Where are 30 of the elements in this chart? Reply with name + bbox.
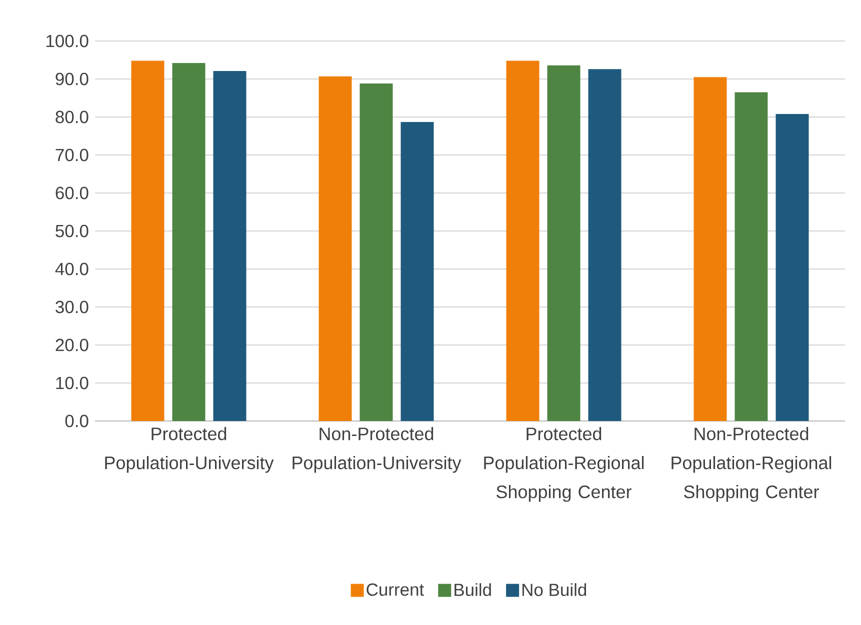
bar: [360, 84, 393, 422]
x-tick-label: Protected Population-University: [105, 427, 274, 473]
y-tick-label: 0.0: [65, 414, 88, 428]
y-tick-label: 50.0: [56, 224, 88, 238]
legend-label: Build: [454, 583, 491, 596]
y-tick-label: 30.0: [56, 300, 88, 314]
y-tick-label: 80.0: [56, 110, 88, 124]
bar: [506, 60, 540, 422]
bar: [588, 69, 622, 422]
x-tick-label: Non-Protected Population-Regional Shopping Center: [672, 427, 832, 502]
bar: [734, 92, 768, 422]
bar: [213, 71, 246, 422]
bar: [776, 114, 809, 422]
bar: [547, 65, 580, 422]
x-tick-label: Protected Population-Regional Shopping Center: [484, 427, 644, 502]
x-tick-label: Non-Protected Population-University: [292, 427, 462, 473]
y-tick-label: 70.0: [56, 148, 88, 162]
bar: [694, 77, 727, 422]
legend-label: Current: [366, 583, 424, 596]
y-tick-label: 40.0: [55, 262, 88, 276]
bar: [131, 60, 164, 422]
y-tick-label: 10.0: [56, 376, 88, 390]
legend-label: No Build: [522, 583, 586, 596]
y-tick-label: 100.0: [46, 34, 88, 48]
bar: [172, 63, 206, 422]
y-tick-label: 90.0: [56, 72, 88, 86]
bar: [400, 122, 434, 422]
y-tick-label: 60.0: [56, 186, 88, 200]
y-tick-label: 20.0: [56, 338, 88, 352]
bar: [318, 76, 352, 422]
